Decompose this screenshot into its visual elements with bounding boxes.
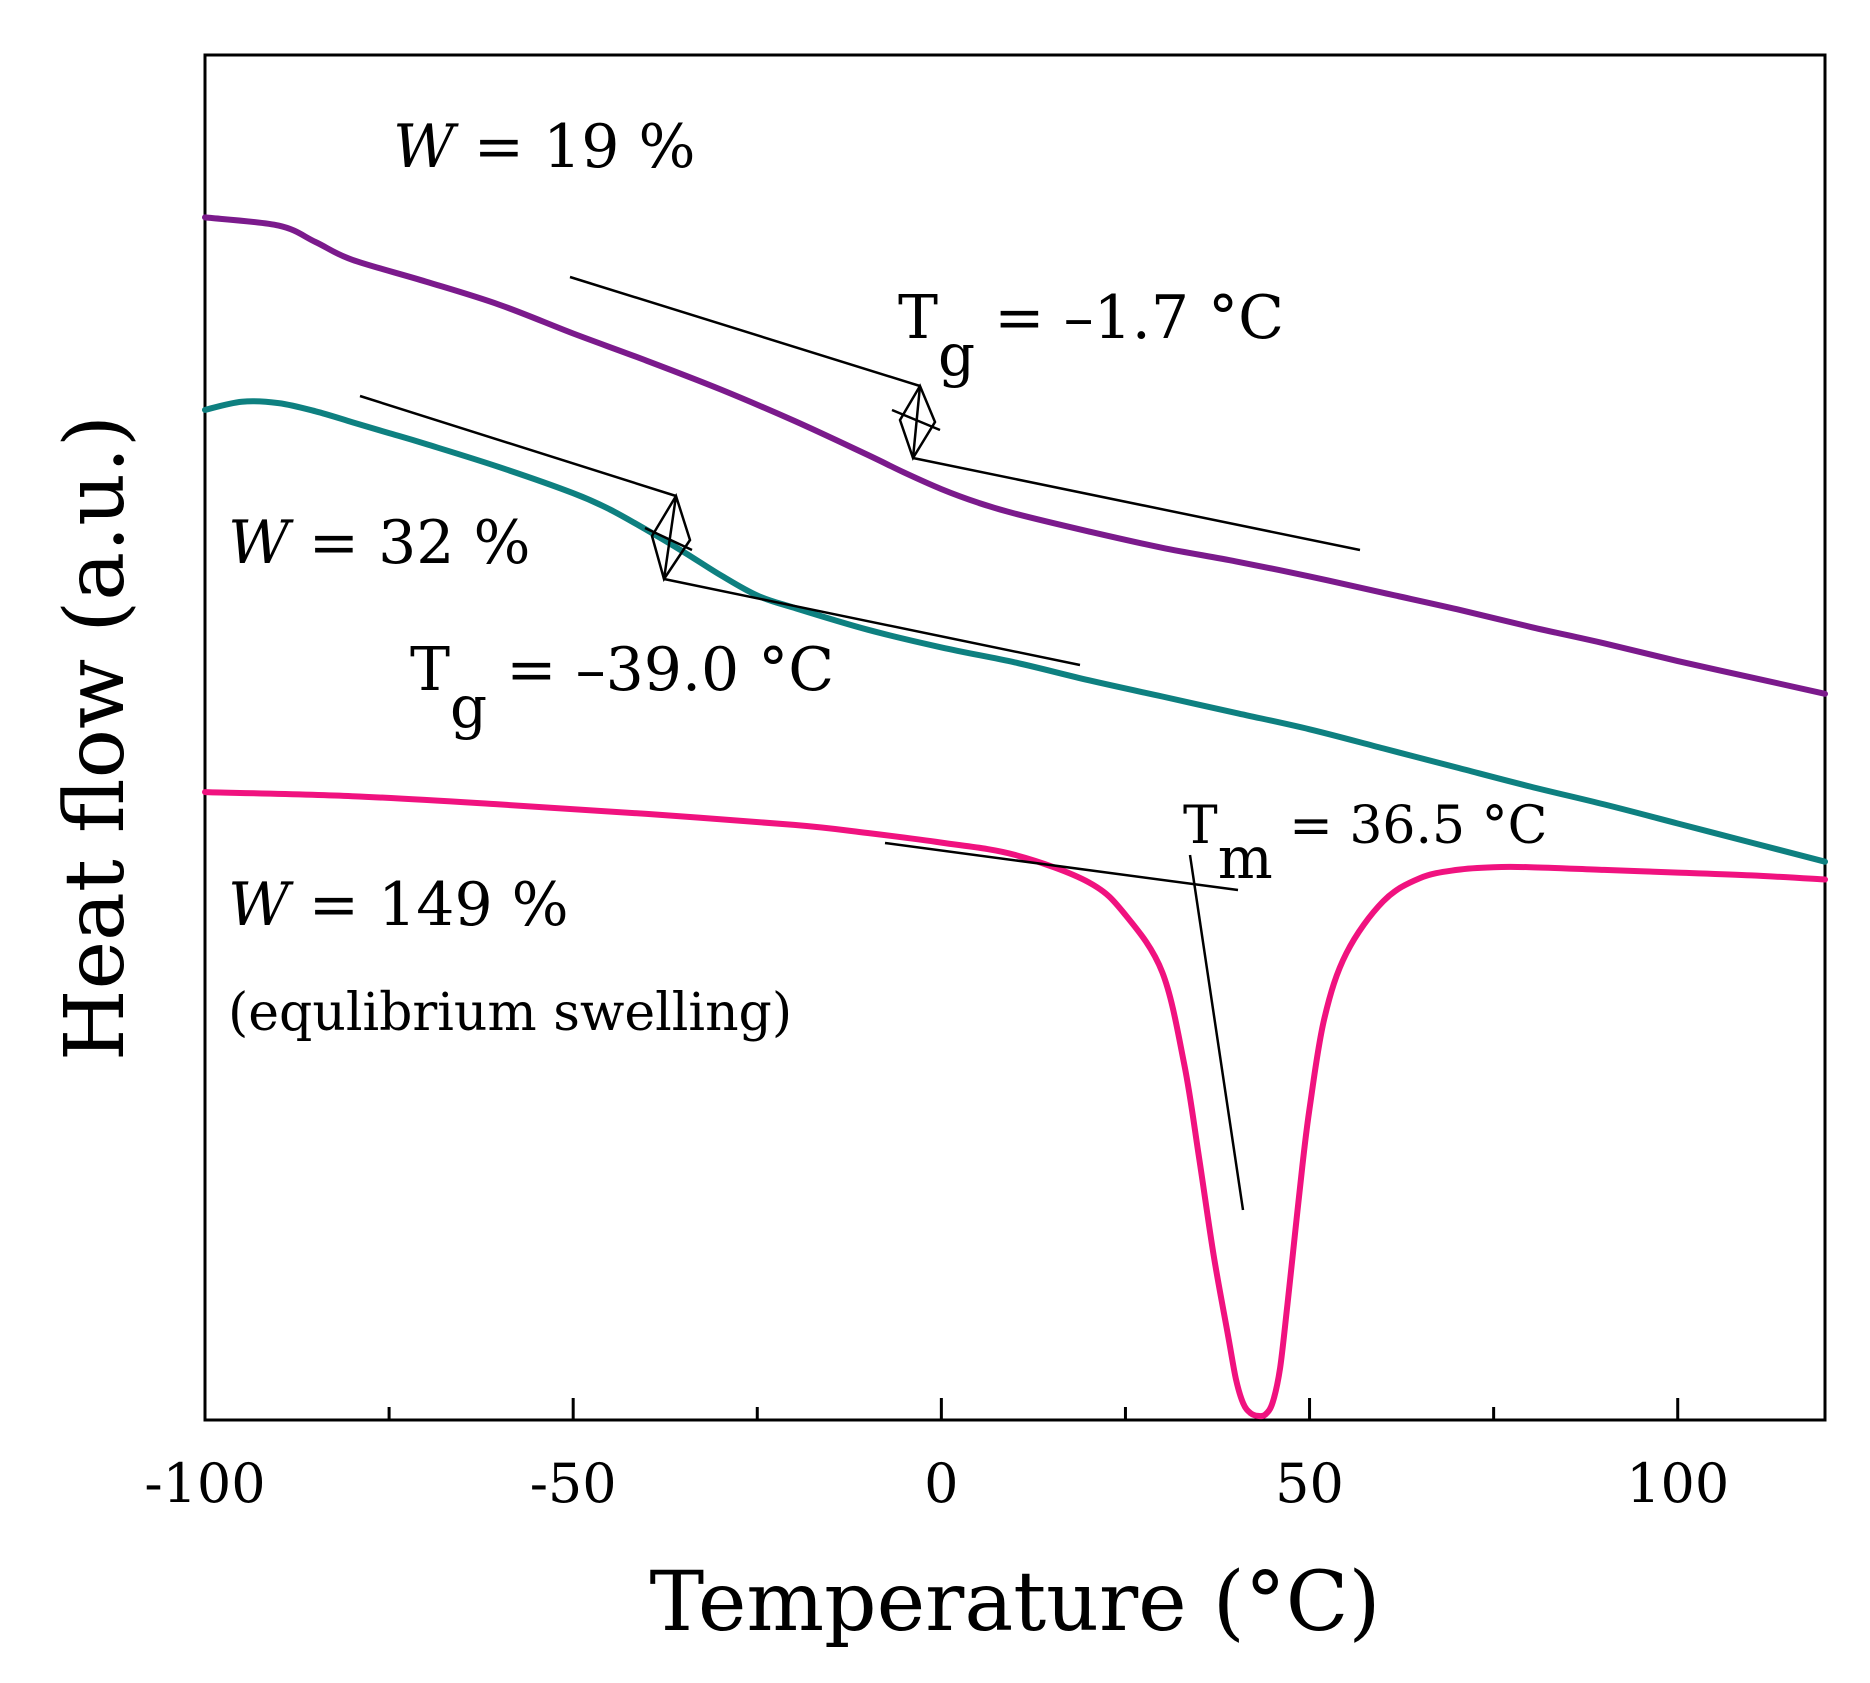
label-w19-value: = 19 %	[455, 112, 696, 182]
tg2-double-arrow	[650, 492, 692, 582]
tangent-lines	[359, 275, 1361, 1211]
label-tg2-rest: = –39.0 °C	[487, 635, 834, 705]
x-axis-title: Temperature (°C)	[650, 1555, 1381, 1650]
label-tm-rest: = 36.5 °C	[1273, 796, 1548, 856]
tg1-cross-tick	[891, 408, 941, 432]
label-w32-value: = 32 %	[290, 508, 531, 578]
tg2-tangent-lower	[663, 577, 1081, 667]
tg2-step-line	[662, 495, 678, 580]
tg2-tangent-upper	[359, 394, 677, 498]
label-w149-symbol: W	[228, 870, 294, 940]
series-line-1	[202, 214, 1828, 697]
label-tg2-t: T	[410, 635, 450, 705]
label-w149: W = 149 %	[228, 870, 569, 940]
x-tick-label: -50	[530, 1452, 617, 1515]
tg1-tangent-lower	[912, 456, 1361, 552]
label-tm-t: T	[1183, 796, 1218, 856]
label-tg1: Tg = –1.7 °C	[898, 283, 1284, 389]
label-tm: Tm = 36.5 °C	[1183, 796, 1547, 892]
tg1-step-line	[911, 385, 922, 459]
x-tick-label: 100	[1626, 1452, 1729, 1515]
label-w19-symbol: W	[393, 112, 459, 182]
label-w149-value: = 149 %	[290, 870, 569, 940]
label-tg1-sub: g	[938, 321, 975, 389]
tg1-double-arrow	[898, 383, 937, 461]
x-axis-tick-labels: -100 -50 0 50 100	[144, 1452, 1729, 1515]
x-tick-label: -100	[144, 1452, 265, 1515]
label-tg2-sub: g	[450, 673, 487, 741]
plot-frame	[203, 53, 1827, 1422]
x-axis-ticks	[203, 1398, 1680, 1420]
tm-leading-edge-tangent	[1188, 854, 1245, 1211]
tg2-cross-tick	[644, 526, 693, 552]
series-line-3	[202, 789, 1828, 1420]
label-w19: W = 19 %	[393, 112, 696, 182]
label-w32: W = 32 %	[228, 508, 531, 578]
x-tick-label: 0	[924, 1452, 958, 1515]
series-line-2	[202, 398, 1828, 865]
label-equilibrium: (equlibrium swelling)	[228, 983, 792, 1043]
label-tg2: Tg = –39.0 °C	[410, 635, 834, 741]
series-group	[202, 214, 1828, 1420]
y-axis-title: Heat flow (a.u.)	[48, 415, 143, 1061]
tm-baseline-tangent	[884, 841, 1239, 892]
tg1-tangent-upper	[569, 275, 921, 388]
label-tg1-rest: = –1.7 °C	[975, 283, 1284, 353]
x-tick-label: 50	[1275, 1452, 1344, 1515]
label-tg1-t: T	[898, 283, 938, 353]
label-w32-symbol: W	[228, 508, 294, 578]
label-tm-sub: m	[1218, 824, 1273, 892]
